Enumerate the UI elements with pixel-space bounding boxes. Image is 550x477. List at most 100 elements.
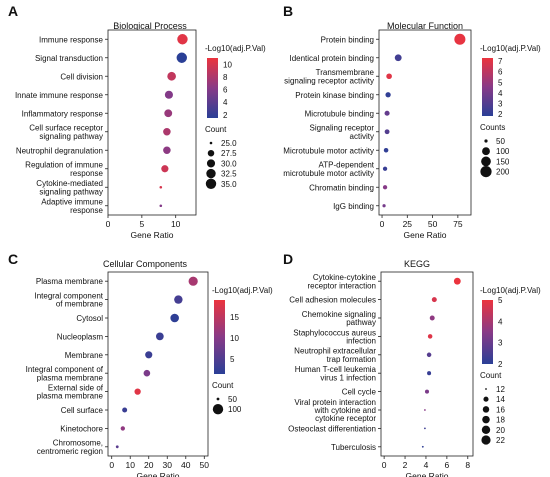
color-legend-tick: 2 xyxy=(498,360,503,369)
size-legend-label: 200 xyxy=(496,168,510,177)
category-label: Staphylococcus aureus infection xyxy=(293,328,376,345)
category-label-line: Viral protein interaction xyxy=(294,398,376,407)
color-legend-title: -Log10(adj.P.Val) xyxy=(205,44,266,53)
x-tick-label: 0 xyxy=(382,460,387,470)
category-label-line: cytokine receptor xyxy=(315,414,376,423)
data-point xyxy=(159,204,163,208)
size-legend-title: Count xyxy=(212,381,234,390)
size-legend-label: 27.5 xyxy=(221,149,237,158)
data-point xyxy=(454,33,466,45)
x-tick-label: 0 xyxy=(109,460,114,470)
size-legend-label: 150 xyxy=(496,157,510,166)
category-label: External side of plasma membrane xyxy=(37,384,104,401)
size-legend-dot xyxy=(482,406,490,413)
category-label: Transmembrane signaling receptor activity xyxy=(284,68,374,85)
category-label-line: response xyxy=(70,206,103,215)
panel-title: Cellular Components xyxy=(103,259,188,269)
category-label-line: Cytokine-mediated xyxy=(36,179,103,188)
category-label: Regulation of immune response xyxy=(25,161,103,178)
category-label: Cytosol xyxy=(76,314,103,323)
color-legend-tick: 4 xyxy=(498,89,503,98)
color-legend-tick: 10 xyxy=(230,334,239,343)
data-point xyxy=(115,445,119,449)
data-point xyxy=(382,166,388,171)
size-legend-dot xyxy=(207,149,215,157)
size-legend-title: Counts xyxy=(480,123,505,132)
category-label-line: signaling receptor activity xyxy=(284,76,374,85)
color-legend-tick: 3 xyxy=(498,99,503,108)
color-bar xyxy=(482,300,493,364)
category-label-line: Human T-cell leukemia xyxy=(295,365,377,374)
x-tick-label: 25 xyxy=(403,219,413,229)
category-label-line: plasma membrane xyxy=(37,392,104,401)
x-tick-label: 0 xyxy=(106,219,111,229)
size-legend-label: 12 xyxy=(496,385,505,394)
x-tick-label: 0 xyxy=(380,219,385,229)
category-label: Microtubule motor activity xyxy=(283,146,374,155)
panel-letter: C xyxy=(8,251,18,267)
color-bar xyxy=(207,58,218,118)
category-label-line: infection xyxy=(346,337,376,346)
category-label: Cell surface receptor signaling pathway xyxy=(29,124,103,141)
data-point xyxy=(382,204,386,208)
category-label: Signaling receptor activity xyxy=(310,124,375,141)
category-label: Cell cycle xyxy=(342,388,377,397)
data-point xyxy=(167,71,176,81)
color-legend-title: -Log10(adj.P.Val) xyxy=(480,44,541,53)
category-label-line: Signaling receptor xyxy=(310,124,375,133)
size-legend-dot xyxy=(482,147,490,156)
data-point xyxy=(177,34,188,45)
size-legend-dot xyxy=(480,166,492,178)
color-legend-tick: 5 xyxy=(230,355,235,364)
category-label: Chemokine signaling pathway xyxy=(302,310,376,327)
size-legend-dot xyxy=(485,388,487,390)
category-label: Viral protein interaction with cytokine a… xyxy=(294,398,376,423)
category-label: Kinetochore xyxy=(60,424,103,433)
data-point xyxy=(120,426,125,431)
category-label: Signal transduction xyxy=(35,54,103,63)
category-label: Nucleoplasm xyxy=(57,332,104,341)
category-label-line: centromeric region xyxy=(37,447,103,456)
category-label-line: microtubule motor activity xyxy=(283,169,374,178)
color-bar xyxy=(482,58,493,116)
data-point xyxy=(385,92,391,98)
color-legend-tick: 4 xyxy=(223,98,228,107)
size-legend-label: 22 xyxy=(496,436,505,445)
panel-title: KEGG xyxy=(404,259,430,269)
category-label: Neutrophil degranulation xyxy=(16,146,103,155)
color-legend-title: -Log10(adj.P.Val) xyxy=(212,286,273,295)
data-point xyxy=(134,388,141,395)
panel-c: C Cellular Components 0 10 20 30 40 50 Gene Rati… xyxy=(8,251,273,477)
category-label-line: of membrane xyxy=(56,300,104,309)
x-tick-label: 4 xyxy=(424,460,429,470)
category-label: Identical protein binding xyxy=(289,54,374,63)
data-point xyxy=(164,109,173,118)
category-label-line: trap formation xyxy=(327,355,376,364)
size-legend-label: 50 xyxy=(496,137,505,146)
size-legend-dot xyxy=(209,141,213,145)
category-label: Chromosome, centromeric region xyxy=(37,439,103,456)
data-point xyxy=(424,427,426,430)
category-label: IgG binding xyxy=(333,202,374,211)
data-point xyxy=(424,409,426,411)
x-tick-label: 10 xyxy=(171,219,181,229)
category-label-line: Regulation of immune xyxy=(25,161,103,170)
x-axis-label: Gene Ratio xyxy=(404,230,447,240)
category-label-line: virus 1 infection xyxy=(320,373,376,382)
x-tick-label: 5 xyxy=(139,219,144,229)
category-label-line: Neutrophil extracellular xyxy=(294,347,376,356)
x-tick-label: 10 xyxy=(125,460,135,470)
plot-frame xyxy=(380,271,474,457)
category-label: Protein kinase binding xyxy=(295,91,374,100)
category-label-line: Cytokine-cytokine xyxy=(313,273,377,282)
size-legend-label: 30.0 xyxy=(221,159,237,168)
size-legend-dot xyxy=(482,415,490,424)
size-legend-dot xyxy=(212,404,224,415)
category-label: Innate immune response xyxy=(15,91,104,100)
category-label-line: signaling pathway xyxy=(39,187,103,196)
category-label: Tuberculosis xyxy=(331,443,376,452)
plot-frame xyxy=(378,29,472,216)
size-legend-label: 14 xyxy=(496,395,505,404)
x-axis-label: Gene Ratio xyxy=(137,471,180,477)
